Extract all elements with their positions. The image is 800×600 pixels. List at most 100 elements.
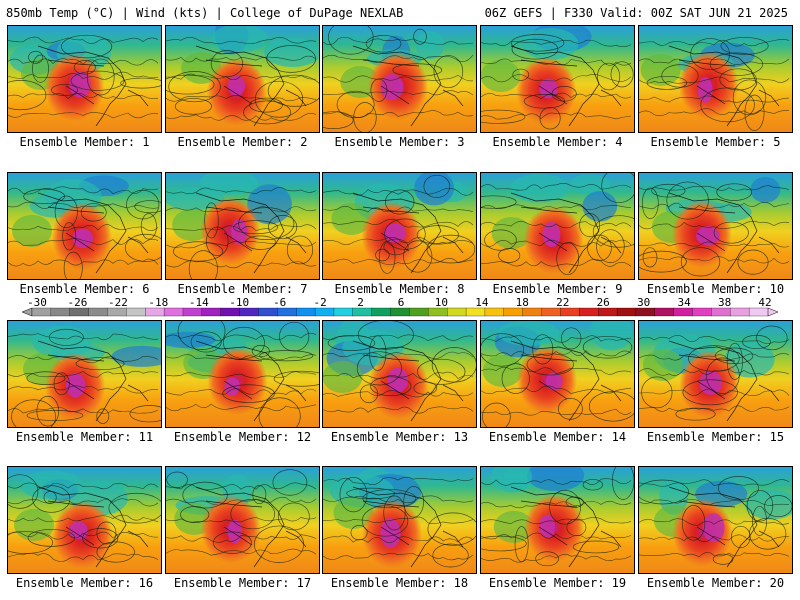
ensemble-member-label: Ensemble Member: 16 xyxy=(15,576,154,590)
colorbar-swatch xyxy=(145,307,165,317)
ensemble-map-panel xyxy=(638,466,793,574)
colorbar-swatch xyxy=(163,307,184,317)
colorbar-tick-label: 10 xyxy=(435,296,448,309)
ensemble-member-label: Ensemble Member: 17 xyxy=(173,576,312,590)
ensemble-member-label: Ensemble Member: 13 xyxy=(330,430,469,444)
colorbar-swatch xyxy=(748,307,769,317)
colorbar-tick-label: -22 xyxy=(108,296,128,309)
colorbar-swatch xyxy=(484,307,505,317)
colorbar-swatch xyxy=(409,307,429,317)
ensemble-member-label: Ensemble Member: 14 xyxy=(488,430,627,444)
ensemble-map-panel xyxy=(7,320,162,428)
colorbar-swatch xyxy=(239,307,259,317)
colorbar-tick-label: -30 xyxy=(27,296,47,309)
colorbar-swatch xyxy=(654,307,675,317)
colorbar-tick-label: 30 xyxy=(637,296,650,309)
colorbar-swatch xyxy=(201,307,222,317)
colorbar-tick-label: 26 xyxy=(597,296,610,309)
ensemble-map-panel xyxy=(480,320,635,428)
ensemble-map-panel xyxy=(638,320,793,428)
ensemble-map-panel xyxy=(480,25,635,133)
colorbar-tick-label: 14 xyxy=(475,296,489,309)
colorbar-swatch xyxy=(673,307,693,317)
ensemble-member-label: Ensemble Member: 2 xyxy=(177,135,308,149)
colorbar-tick-label: -18 xyxy=(148,296,168,309)
colorbar-swatch xyxy=(541,307,561,317)
ensemble-map-panel xyxy=(165,320,320,428)
colorbar-tick-label: -2 xyxy=(313,296,326,309)
colorbar-swatch xyxy=(692,307,712,317)
colorbar-swatch xyxy=(220,307,241,317)
ensemble-member-label: Ensemble Member: 11 xyxy=(15,430,154,444)
colorbar-tick-label: -10 xyxy=(229,296,249,309)
colorbar-tick-label: 22 xyxy=(556,296,569,309)
chart-title: 850mb Temp (°C) | Wind (kts) | College o… xyxy=(6,6,404,20)
ensemble-map-panel xyxy=(165,25,320,133)
ensemble-member-label: Ensemble Member: 4 xyxy=(492,135,623,149)
colorbar-swatch xyxy=(522,307,542,317)
colorbar-swatch xyxy=(333,307,354,317)
ensemble-map-panel xyxy=(165,466,320,574)
colorbar-swatch xyxy=(31,307,52,317)
ensemble-member-label: Ensemble Member: 18 xyxy=(330,576,469,590)
colorbar-tick-label: 42 xyxy=(758,296,771,309)
colorbar-swatch xyxy=(352,307,373,317)
ensemble-map-panel xyxy=(322,172,477,280)
ensemble-member-label: Ensemble Member: 9 xyxy=(492,282,623,296)
ensemble-member-label: Ensemble Member: 1 xyxy=(19,135,150,149)
ensemble-member-label: Ensemble Member: 7 xyxy=(177,282,308,296)
colorbar-swatch xyxy=(598,307,618,317)
colorbar-swatch xyxy=(711,307,731,317)
ensemble-map-panel xyxy=(322,466,477,574)
colorbar-swatch xyxy=(579,307,599,317)
ensemble-map-panel xyxy=(7,466,162,574)
ensemble-map-panel xyxy=(322,320,477,428)
colorbar-tick-label: -6 xyxy=(273,296,286,309)
ensemble-member-label: Ensemble Member: 6 xyxy=(19,282,150,296)
colorbar-tick-label: 38 xyxy=(718,296,731,309)
colorbar-swatch xyxy=(50,307,71,317)
colorbar-swatch xyxy=(730,307,750,317)
colorbar-swatch xyxy=(371,307,392,317)
colorbar-tick-label: 6 xyxy=(398,296,405,309)
colorbar-swatch xyxy=(69,307,90,317)
colorbar-min-arrow xyxy=(21,307,33,317)
colorbar-swatch xyxy=(503,307,524,317)
ensemble-member-label: Ensemble Member: 3 xyxy=(334,135,465,149)
colorbar-swatch xyxy=(447,307,467,317)
colorbar-swatch xyxy=(428,307,448,317)
colorbar-tick-label: 18 xyxy=(516,296,529,309)
ensemble-member-label: Ensemble Member: 10 xyxy=(646,282,785,296)
colorbar-tick-label: 2 xyxy=(357,296,364,309)
ensemble-map-panel xyxy=(638,172,793,280)
ensemble-map-panel xyxy=(165,172,320,280)
ensemble-map-panel xyxy=(7,25,162,133)
colorbar-swatch xyxy=(390,307,410,317)
colorbar-swatch xyxy=(126,307,146,317)
colorbar-swatch xyxy=(182,307,203,317)
colorbar-swatch xyxy=(314,307,335,317)
ensemble-map-panel xyxy=(322,25,477,133)
ensemble-member-label: Ensemble Member: 12 xyxy=(173,430,312,444)
colorbar-swatch xyxy=(616,307,637,317)
colorbar-tick-label: 34 xyxy=(677,296,691,309)
colorbar-swatch xyxy=(635,307,656,317)
colorbar-swatch xyxy=(107,307,127,317)
ensemble-map-panel xyxy=(480,172,635,280)
colorbar-swatch xyxy=(296,307,316,317)
temperature-colorbar: -30 -26 -22 -18 -14 -10 -6 -2 2 6 10 14 18 22 26 30 34 38… xyxy=(21,296,779,317)
colorbar-tick-label: -14 xyxy=(189,296,209,309)
ensemble-map-panel xyxy=(7,172,162,280)
ensemble-member-label: Ensemble Member: 5 xyxy=(650,135,781,149)
ensemble-member-label: Ensemble Member: 20 xyxy=(646,576,785,590)
ensemble-map-panel xyxy=(480,466,635,574)
colorbar-swatch xyxy=(560,307,580,317)
colorbar-swatch xyxy=(88,307,108,317)
run-valid-time: 06Z GEFS | F330 Valid: 00Z SAT JUN 21 20… xyxy=(484,6,788,20)
ensemble-member-label: Ensemble Member: 8 xyxy=(334,282,465,296)
colorbar-swatch xyxy=(258,307,278,317)
colorbar-tick-label: -26 xyxy=(67,296,87,309)
colorbar-swatch xyxy=(277,307,297,317)
colorbar-swatch xyxy=(465,307,486,317)
ensemble-member-label: Ensemble Member: 19 xyxy=(488,576,627,590)
